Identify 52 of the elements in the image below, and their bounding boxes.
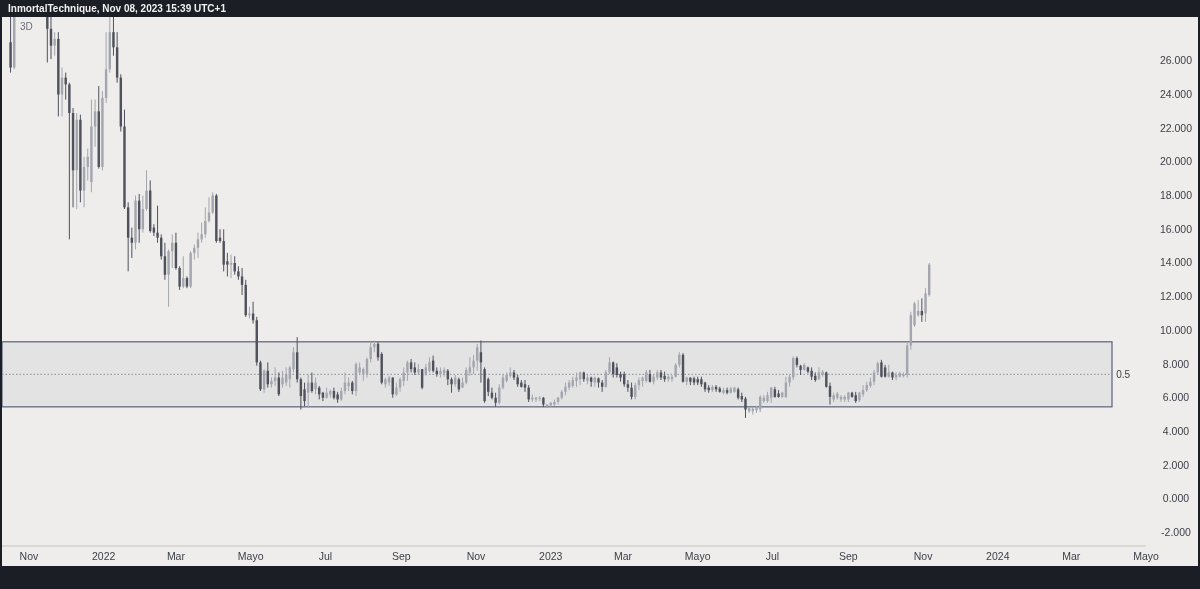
x-tick-label: 2024 — [986, 550, 1010, 562]
y-tick-label: 18.000 — [1159, 189, 1193, 202]
y-tick-label: 26.000 — [1159, 54, 1193, 67]
candlestick — [222, 228, 225, 272]
x-tick-label: Mar — [613, 550, 633, 562]
y-tick-label: -2.000 — [1161, 526, 1192, 539]
candlestick — [64, 72, 67, 101]
x-tick-label: 2022 — [91, 550, 116, 562]
candlestick — [229, 254, 233, 279]
candlestick — [196, 232, 200, 259]
y-tick-label: 10.000 — [1159, 323, 1193, 336]
annotation: 0.5 — [1116, 368, 1131, 380]
y-tick-label: 20.000 — [1159, 155, 1193, 168]
candlestick — [240, 267, 244, 296]
candlestick — [156, 205, 159, 244]
x-tick-label: Nov — [466, 550, 487, 562]
y-tick-label: 16.000 — [1159, 222, 1193, 235]
chart-title: 3D — [20, 21, 33, 32]
candlestick — [402, 366, 405, 387]
candlestick — [744, 396, 747, 419]
y-tick-label: 0.000 — [1162, 492, 1190, 505]
y-tick-label: 2.000 — [1162, 458, 1190, 471]
x-tick-label: Mayo — [1133, 550, 1159, 562]
candlestick — [53, 31, 56, 57]
y-tick-label: 14.000 — [1159, 256, 1193, 269]
candlestick — [406, 360, 409, 382]
x-tick-label: Mar — [166, 550, 186, 562]
x-tick-label: Sep — [839, 550, 858, 562]
x-tick-label: Mayo — [237, 550, 264, 562]
candlestick — [303, 382, 306, 407]
candlestick — [545, 403, 549, 409]
candlestick — [46, 17, 49, 63]
x-tick-label: 2023 — [539, 550, 563, 562]
candlestick — [182, 255, 185, 289]
candlestick — [472, 354, 475, 375]
y-tick-label: 8.000 — [1162, 357, 1190, 370]
x-tick-label: Nov — [19, 550, 40, 562]
x-tick-label: Jul — [765, 550, 780, 562]
y-tick-label: 6.000 — [1162, 391, 1190, 404]
x-tick-label: Nov — [913, 550, 934, 562]
x-tick-label: Jul — [318, 550, 333, 562]
x-tick-label: Mayo — [684, 550, 711, 562]
y-tick-label: 24.000 — [1159, 88, 1193, 100]
y-tick-label: 22.000 — [1159, 121, 1193, 134]
y-tick-label: 12.000 — [1159, 290, 1193, 303]
candlestick — [894, 371, 898, 381]
y-tick-label: 4.000 — [1162, 424, 1190, 437]
x-tick-label: Sep — [391, 550, 411, 562]
candlestick — [626, 379, 630, 393]
candlestick — [167, 248, 170, 308]
x-tick-label: Mar — [1062, 550, 1081, 562]
text: InmortalTechnique, Nov 08, 2023 15:39 UTC+1 — [8, 3, 227, 14]
